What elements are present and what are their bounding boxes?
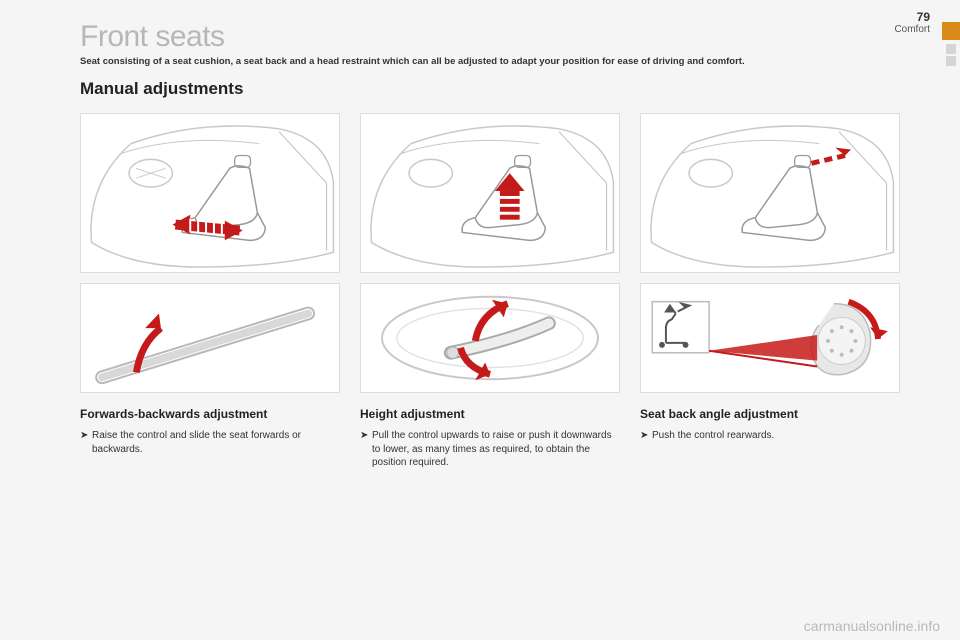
seat-diagram-fb xyxy=(80,113,340,273)
watermark: carmanualsonline.info xyxy=(804,618,940,634)
control-diagram-fb xyxy=(80,283,340,393)
page-number: 79 xyxy=(894,10,930,24)
height-text: Pull the control upwards to raise or pus… xyxy=(372,429,620,470)
fb-heading: Forwards-backwards adjustment xyxy=(80,407,340,421)
section-heading: Manual adjustments xyxy=(80,79,900,99)
fb-text: Raise the control and slide the seat for… xyxy=(92,429,340,456)
page-subtitle: Seat consisting of a seat cushion, a sea… xyxy=(80,56,900,67)
section-tab xyxy=(942,22,960,40)
height-heading: Height adjustment xyxy=(360,407,620,421)
seat-diagram-angle xyxy=(640,113,900,273)
fb-body: ➤Raise the control and slide the seat fo… xyxy=(80,429,340,456)
seat-diagram-height xyxy=(360,113,620,273)
side-markers xyxy=(946,44,956,66)
height-body: ➤Pull the control upwards to raise or pu… xyxy=(360,429,620,470)
manual-page: 79 Comfort Front seats Seat consisting o… xyxy=(0,0,960,640)
col-forward-back: Forwards-backwards adjustment ➤Raise the… xyxy=(80,113,340,470)
angle-heading: Seat back angle adjustment xyxy=(640,407,900,421)
page-info: 79 Comfort xyxy=(894,10,930,35)
angle-text: Push the control rearwards. xyxy=(652,429,774,443)
control-diagram-angle xyxy=(640,283,900,393)
col-height: Height adjustment ➤Pull the control upwa… xyxy=(360,113,620,470)
bullet-icon: ➤ xyxy=(640,429,652,443)
page-title: Front seats xyxy=(80,20,900,54)
angle-body: ➤Push the control rearwards. xyxy=(640,429,900,443)
control-diagram-height xyxy=(360,283,620,393)
bullet-icon: ➤ xyxy=(360,429,372,443)
col-angle: Seat back angle adjustment ➤Push the con… xyxy=(640,113,900,470)
adjustment-columns: Forwards-backwards adjustment ➤Raise the… xyxy=(80,113,900,470)
page-section: Comfort xyxy=(894,24,930,35)
bullet-icon: ➤ xyxy=(80,429,92,443)
